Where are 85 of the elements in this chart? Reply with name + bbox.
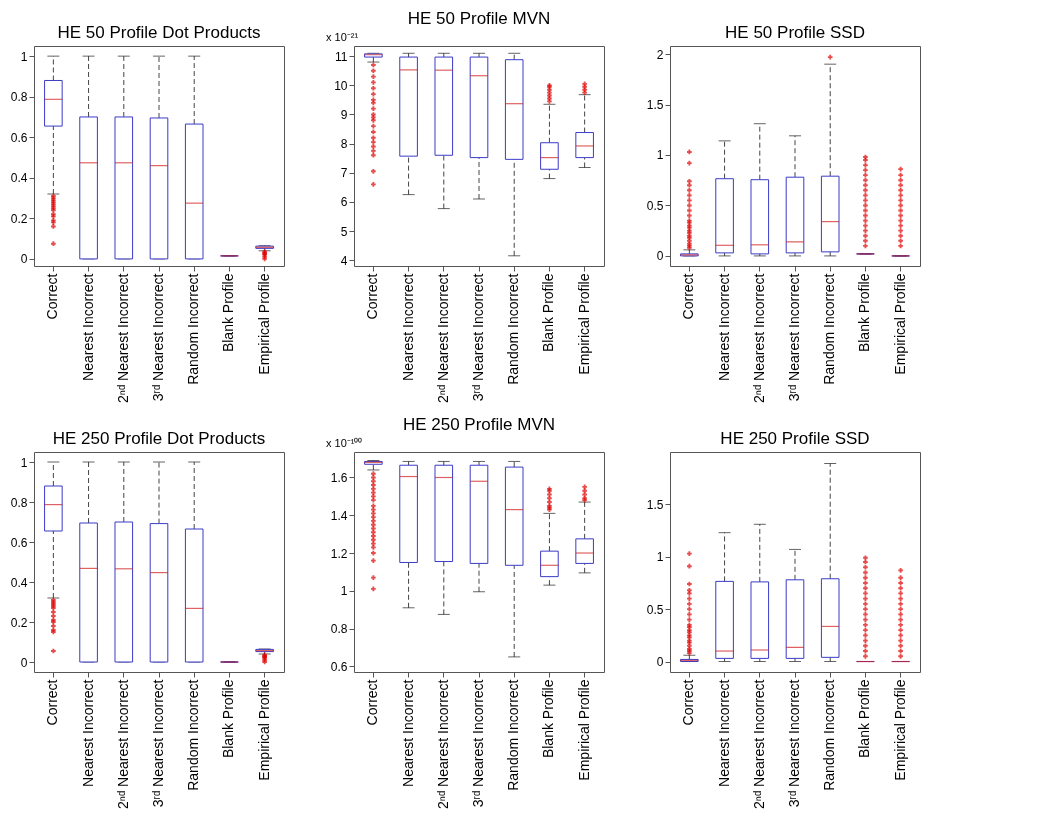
y-tick-label: 1 [656,148,664,163]
y-tick-label: 1.2 [330,546,348,561]
y-tick-label: 0 [656,249,664,264]
y-tick-label: 6 [340,195,348,210]
y-axis-title: x 10⁻¹⁰⁰ [326,437,363,449]
y-tick-label: 0.6 [10,535,28,550]
y-tick-label: 0.6 [10,130,28,145]
y-tick-label: 1.4 [330,508,348,523]
x-tick-label: 3ʳᵈ Nearest Incorrect [786,679,802,808]
x-tick-label: Correct [44,679,61,726]
y-tick-label: 1 [656,550,664,565]
y-tick-label: 1 [20,49,28,64]
chart-title: HE 250 Profile MVN [402,415,556,434]
chart-title: HE 50 Profile Dot Products [57,23,261,42]
x-tick-label: 2ⁿᵈ Nearest Incorrect [434,679,451,809]
y-tick-label: 2 [656,47,664,62]
x-tick-label: Blank Profile [220,679,237,759]
x-tick-label: 3ʳᵈ Nearest Incorrect [470,273,486,402]
x-tick-label: 3ʳᵈ Nearest Incorrect [786,273,802,402]
x-tick-label: Random Incorrect [821,679,838,791]
x-tick-label: Blank Profile [856,679,873,759]
x-tick-label: 3ʳᵈ Nearest Incorrect [470,679,486,808]
y-tick-label: 5 [340,224,348,239]
x-tick-label: 2ⁿᵈ Nearest Incorrect [750,679,767,809]
x-tick-label: Correct [680,273,697,320]
x-tick-label: Correct [364,273,381,320]
x-tick-label: Blank Profile [220,273,237,353]
y-tick-label: 0.2 [10,615,28,630]
x-tick-label: Nearest Incorrect [79,273,96,381]
x-tick-label: 2ⁿᵈ Nearest Incorrect [434,273,451,403]
chart-title: HE 250 Profile Dot Products [52,429,266,448]
x-tick-label: Empirical Profile [255,679,272,781]
x-tick-label: 3ʳᵈ Nearest Incorrect [150,679,166,808]
y-tick-label: 1.5 [646,497,664,512]
x-tick-label: Empirical Profile [255,273,272,375]
y-tick-label: 1 [20,455,28,470]
y-tick-label: 11 [335,49,348,64]
x-tick-label: 2ⁿᵈ Nearest Incorrect [114,273,131,403]
y-tick-label: 0.8 [10,495,28,510]
chart-title: HE 50 Profile SSD [725,23,865,42]
x-tick-label: Empirical Profile [575,273,592,375]
y-tick-label: 10 [334,78,348,93]
y-tick-label: 0.8 [330,622,348,637]
y-tick-label: 0.4 [10,171,28,186]
x-tick-label: Nearest Incorrect [399,273,416,381]
x-tick-label: Blank Profile [856,273,873,353]
x-tick-label: Correct [44,273,61,320]
y-tick-label: 0 [20,252,28,267]
y-tick-label: 8 [340,137,348,152]
x-tick-label: Empirical Profile [575,679,592,781]
y-tick-label: 1 [340,584,348,599]
x-tick-label: Random Incorrect [821,273,838,385]
x-tick-label: Correct [364,679,381,726]
x-tick-label: Nearest Incorrect [79,679,96,787]
y-tick-label: 1.6 [330,470,348,485]
y-tick-label: 0.5 [646,198,664,213]
x-tick-label: Blank Profile [540,679,557,759]
x-tick-label: Empirical Profile [891,679,908,781]
y-tick-label: 0.8 [10,90,28,105]
y-axis-title: x 10⁻²¹ [326,31,359,43]
y-tick-label: 0.5 [646,602,664,617]
x-tick-label: Random Incorrect [505,679,522,791]
y-tick-label: 4 [340,253,348,268]
x-tick-label: Random Incorrect [185,679,202,791]
x-tick-label: Empirical Profile [891,273,908,375]
x-tick-label: 2ⁿᵈ Nearest Incorrect [114,679,131,809]
y-tick-label: 7 [340,166,348,181]
x-tick-label: 3ʳᵈ Nearest Incorrect [150,273,166,402]
x-tick-label: Nearest Incorrect [399,679,416,787]
x-tick-label: Correct [680,679,697,726]
y-tick-label: 0.4 [10,575,28,590]
y-tick-label: 0 [656,655,664,670]
x-tick-label: Nearest Incorrect [715,679,732,787]
x-tick-label: Blank Profile [540,273,557,353]
x-tick-label: Random Incorrect [185,273,202,385]
y-tick-label: 0.6 [330,659,348,674]
chart-title: HE 50 Profile MVN [407,9,551,28]
y-tick-label: 0.2 [10,211,28,226]
x-tick-label: 2ⁿᵈ Nearest Incorrect [750,273,767,403]
chart-title: HE 250 Profile SSD [720,429,870,448]
y-tick-label: 9 [340,107,348,122]
y-tick-label: 1.5 [646,98,664,113]
x-tick-label: Nearest Incorrect [715,273,732,381]
x-tick-label: Random Incorrect [505,273,522,385]
y-tick-label: 0 [20,655,28,670]
